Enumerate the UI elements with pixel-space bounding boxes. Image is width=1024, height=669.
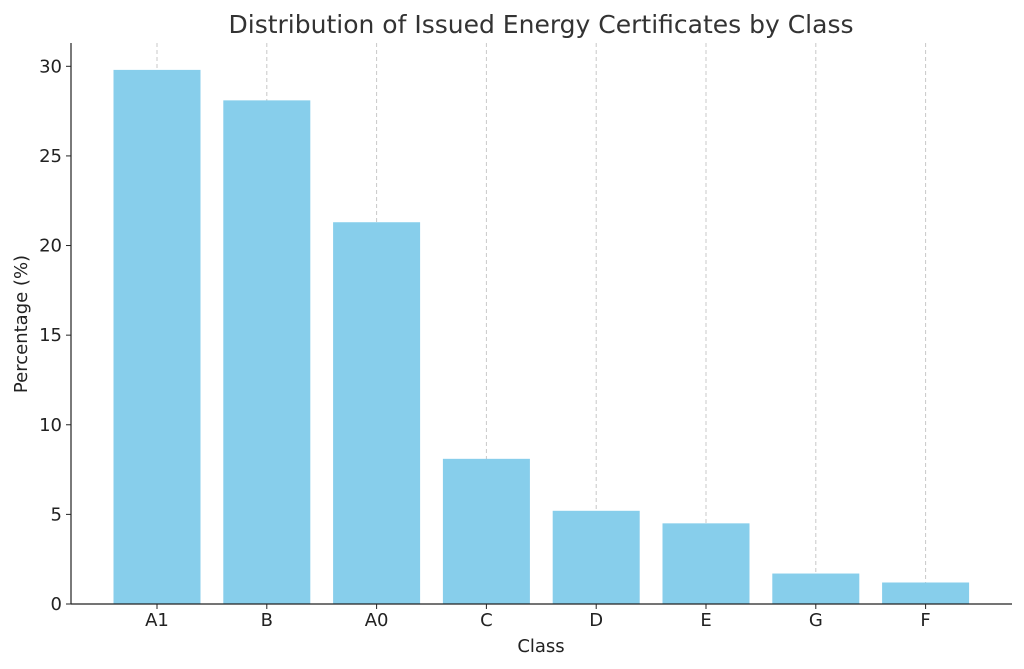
x-axis: A1 B A0 C D E G F [71, 603, 1012, 631]
bar-f [882, 582, 970, 604]
x-tick-label-b: B [261, 610, 273, 631]
y-tick-label-10: 10 [39, 415, 62, 436]
x-tick-label-f: F [920, 610, 930, 631]
x-tick-label-a1: A1 [145, 610, 169, 631]
y-tick-label-30: 30 [39, 56, 62, 77]
bar-g [772, 573, 860, 604]
bars-layer [113, 69, 970, 605]
bar-d [552, 510, 640, 604]
x-tick-label-c: C [480, 610, 493, 631]
chart-title: Distribution of Issued Energy Certificat… [229, 10, 854, 39]
y-axis: 0 5 10 15 20 25 30 [39, 43, 72, 615]
bar-e [662, 523, 750, 604]
y-tick-label-25: 25 [39, 146, 62, 167]
bar-a1 [113, 69, 201, 604]
x-tick-label-d: D [589, 610, 603, 631]
bar-a0 [333, 222, 421, 605]
y-tick-label-20: 20 [39, 236, 62, 257]
y-tick-label-5: 5 [51, 504, 62, 525]
bar-b [223, 100, 311, 605]
x-tick-label-e: E [700, 610, 711, 631]
y-axis-label: Percentage (%) [11, 255, 32, 393]
y-tick-label-15: 15 [39, 325, 62, 346]
x-axis-label: Class [517, 636, 564, 657]
x-tick-label-g: G [809, 610, 823, 631]
bar-c [442, 458, 530, 604]
y-tick-label-0: 0 [51, 594, 62, 615]
x-tick-label-a0: A0 [365, 610, 389, 631]
